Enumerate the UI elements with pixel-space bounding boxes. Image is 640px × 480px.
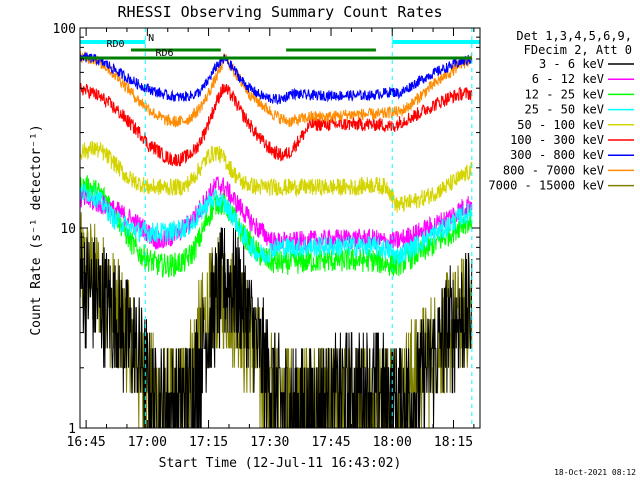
legend-entry-label: 25 - 50 keV: [525, 103, 604, 117]
x-tick-label: 17:45: [311, 435, 350, 450]
legend-entry-label: 7000 - 15000 keV: [488, 179, 604, 193]
series-line-50-100-kev: [80, 140, 473, 213]
x-tick-label: 17:30: [250, 435, 289, 450]
x-axis-label: Start Time (12-Jul-11 16:43:02): [159, 456, 402, 471]
legend-entry-label: 3 - 6 keV: [539, 57, 604, 71]
y-tick-label: 100: [53, 22, 76, 37]
series-line-3-6-kev: [80, 227, 473, 428]
legend-entry-label: 50 - 100 keV: [517, 118, 604, 132]
y-tick-label: 10: [60, 222, 76, 237]
legend-header: FDecim 2, Att 0: [524, 43, 632, 57]
timestamp: 18-Oct-2021 08:12: [554, 468, 636, 477]
series-line-25-50-kev: [80, 182, 473, 266]
x-tick-label: 18:15: [434, 435, 473, 450]
chart-title: RHESSI Observing Summary Count Rates: [117, 3, 442, 21]
x-tick-label: 16:45: [67, 435, 106, 450]
y-axis-label: Count Rate (s⁻¹ detector⁻¹): [29, 124, 44, 335]
x-tick-label: 18:00: [373, 435, 412, 450]
axes: 16:45 17:00 17:15 17:30 17:45 18:00 18:15 1 10 10…: [53, 22, 480, 450]
legend-entry-label: 100 - 300 keV: [510, 133, 604, 147]
x-tick-label: 17:00: [128, 435, 167, 450]
legend-entry-label: 300 - 800 keV: [510, 148, 604, 162]
flag-annotation: RD6: [156, 48, 174, 59]
flag-annotation: RD0: [107, 39, 125, 50]
legend-header: Det 1,3,4,5,6,9,: [516, 29, 632, 43]
y-tick-label: 1: [68, 422, 76, 437]
x-tick-label: 17:15: [189, 435, 228, 450]
flag-annotation: N: [148, 33, 154, 44]
legend-entry-label: 12 - 25 keV: [525, 87, 604, 101]
legend-entry-label: 6 - 12 keV: [532, 72, 604, 86]
legend-entry-label: 800 - 7000 keV: [503, 163, 604, 177]
legend: Det 1,3,4,5,6,9,FDecim 2, Att 03 - 6 keV…: [488, 29, 634, 193]
series-line-300-800-kev: [80, 52, 473, 106]
